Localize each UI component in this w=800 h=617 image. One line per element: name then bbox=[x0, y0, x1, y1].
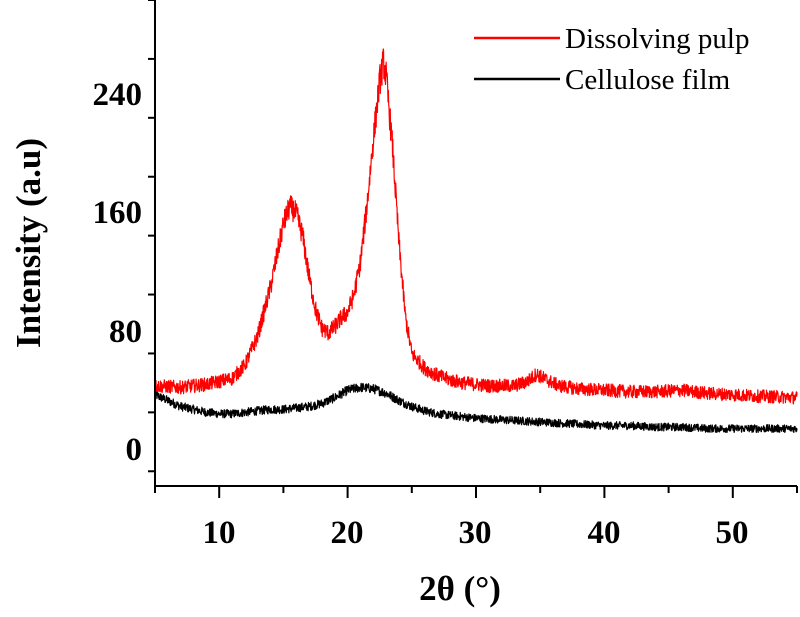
axis-ticks bbox=[148, 0, 798, 498]
plot-area bbox=[154, 48, 798, 434]
legend: Dissolving pulp Cellulose film bbox=[474, 23, 750, 96]
y-tick-label: 0 bbox=[126, 432, 143, 468]
series-line-dissolving-pulp bbox=[154, 48, 798, 405]
x-tick-label: 40 bbox=[588, 515, 621, 551]
y-tick-label: 160 bbox=[93, 195, 143, 231]
legend-label-dissolving-pulp: Dissolving pulp bbox=[565, 23, 750, 55]
y-tick-label: 80 bbox=[109, 314, 142, 350]
x-tick-labels: 10 20 30 40 50 bbox=[203, 515, 749, 551]
y-tick-labels: 0 80 160 240 bbox=[93, 77, 143, 468]
x-tick-label: 10 bbox=[203, 515, 236, 551]
x-tick-label: 20 bbox=[331, 515, 364, 551]
series-line-cellulose-film bbox=[154, 382, 798, 434]
y-tick-label: 240 bbox=[93, 77, 143, 113]
x-axis-title: 2θ (°) bbox=[419, 569, 501, 608]
y-axis-title: Intensity (a.u) bbox=[9, 138, 48, 348]
legend-label-cellulose-film: Cellulose film bbox=[565, 64, 731, 96]
x-tick-label: 30 bbox=[459, 515, 492, 551]
x-tick-label: 50 bbox=[716, 515, 749, 551]
